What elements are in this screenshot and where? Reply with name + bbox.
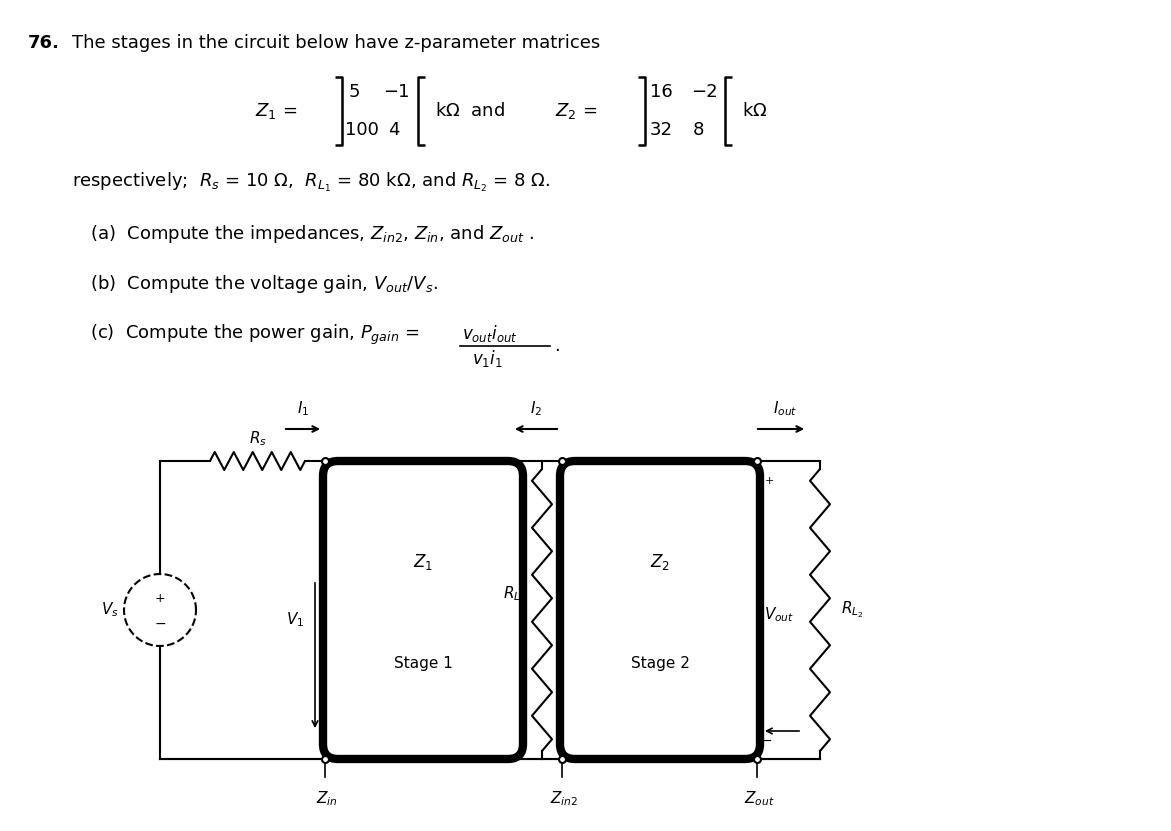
Text: +: + — [155, 592, 165, 604]
Text: $Z_{out}$: $Z_{out}$ — [744, 789, 774, 808]
Text: $v_{out}i_{out}$: $v_{out}i_{out}$ — [463, 323, 518, 344]
Text: .: . — [554, 337, 560, 355]
Text: −: − — [569, 735, 580, 748]
Text: $I_2$: $I_2$ — [530, 400, 542, 418]
Text: respectively;  $R_s$ = 10 $\Omega$,  $R_{L_1}$ = 80 k$\Omega$, and $R_{L_2}$ = 8: respectively; $R_s$ = 10 $\Omega$, $R_{L… — [71, 171, 550, 194]
Text: $Z_2\,=$: $Z_2\,=$ — [555, 101, 597, 121]
Text: +: + — [333, 476, 342, 486]
Text: $Z_{in2}$: $Z_{in2}$ — [550, 789, 578, 808]
Text: 16: 16 — [650, 83, 673, 101]
Text: 32: 32 — [650, 121, 673, 139]
Text: (b)  Compute the voltage gain, $V_{out}/V_s$.: (b) Compute the voltage gain, $V_{out}/V… — [90, 273, 438, 295]
Text: $I_1$: $I_1$ — [297, 400, 309, 418]
Text: 8: 8 — [693, 121, 705, 139]
Text: $V_1$: $V_1$ — [286, 611, 304, 629]
FancyBboxPatch shape — [323, 461, 523, 759]
Text: +: + — [569, 476, 578, 486]
Text: −2: −2 — [691, 83, 718, 101]
Text: +: + — [765, 476, 774, 486]
Text: (a)  Compute the impedances, $Z_{in2}$, $Z_{in}$, and $Z_{out}$ .: (a) Compute the impedances, $Z_{in2}$, $… — [90, 223, 534, 245]
Text: $R_{L_2}$: $R_{L_2}$ — [841, 600, 863, 620]
Text: −: − — [331, 735, 342, 748]
Text: −1: −1 — [383, 83, 410, 101]
Text: k$\Omega$: k$\Omega$ — [742, 102, 767, 120]
Text: 76.: 76. — [28, 34, 60, 52]
Text: $Z_2$: $Z_2$ — [650, 552, 670, 572]
Text: $I_{out}$: $I_{out}$ — [773, 400, 797, 418]
Text: −: − — [155, 617, 166, 631]
Text: 100: 100 — [345, 121, 379, 139]
Text: Stage 2: Stage 2 — [630, 656, 690, 671]
Text: (c)  Compute the power gain, $P_{gain}$ =: (c) Compute the power gain, $P_{gain}$ = — [90, 323, 419, 347]
Text: $v_1i_1$: $v_1i_1$ — [472, 348, 502, 369]
Text: $V_2$: $V_2$ — [583, 611, 601, 629]
Text: −: − — [762, 735, 772, 748]
Text: 4: 4 — [388, 121, 399, 139]
FancyBboxPatch shape — [560, 461, 760, 759]
Text: $Z_1$: $Z_1$ — [413, 552, 433, 572]
Text: $R_s$: $R_s$ — [248, 430, 267, 449]
Text: $Z_{in}$: $Z_{in}$ — [316, 789, 338, 808]
Text: $Z_1\,=$: $Z_1\,=$ — [255, 101, 297, 121]
Text: $R_{L_1}$: $R_{L_1}$ — [502, 585, 526, 605]
Text: k$\Omega$  and: k$\Omega$ and — [434, 102, 505, 120]
Text: $V_s$: $V_s$ — [101, 601, 119, 619]
Text: $V_{out}$: $V_{out}$ — [763, 606, 794, 624]
Text: 5: 5 — [349, 83, 361, 101]
Text: Stage 1: Stage 1 — [393, 656, 452, 671]
Text: The stages in the circuit below have z-parameter matrices: The stages in the circuit below have z-p… — [71, 34, 601, 52]
